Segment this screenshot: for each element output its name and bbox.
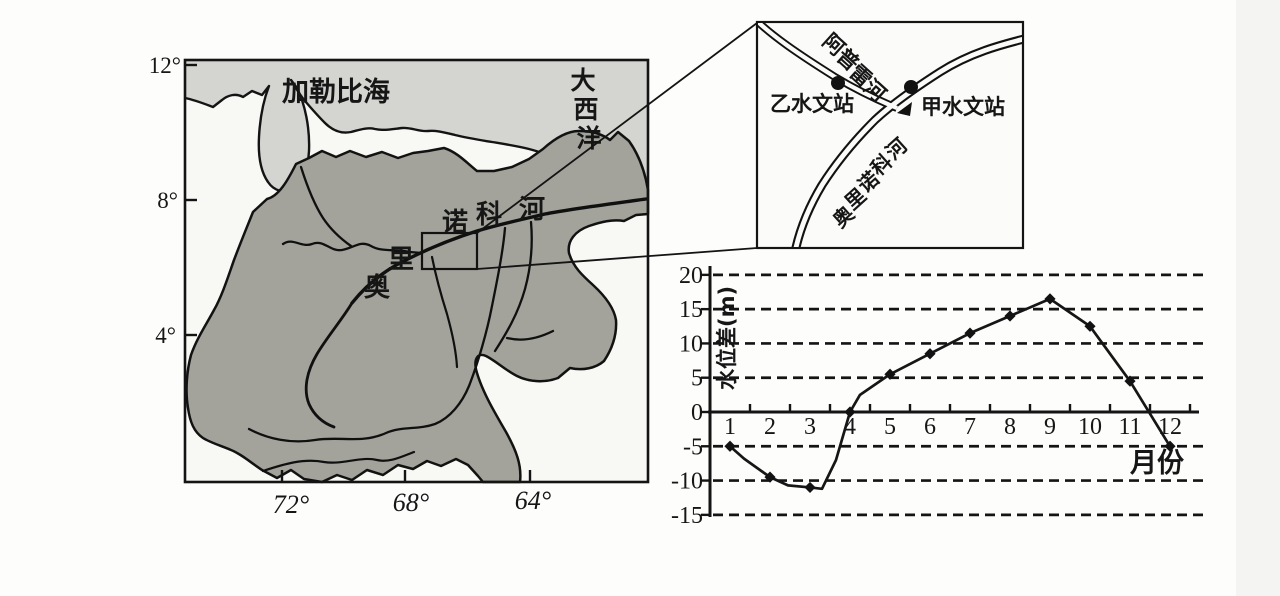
- data-point-month-12: [1164, 440, 1176, 452]
- month-label-2: 2: [764, 414, 776, 440]
- y-tick-label-15: 15: [679, 297, 703, 323]
- zoom-rectangle: [420, 231, 479, 271]
- y-tick-label-0: 0: [691, 400, 703, 426]
- station-jia-arrow-icon: [897, 102, 912, 116]
- atlantic-label-char2: 西: [573, 95, 598, 124]
- atlantic-label-char1: 大: [570, 66, 595, 95]
- chart-y-axis-labels: 20 15 10 5 0 -5 -10 -15: [671, 263, 703, 529]
- orinoco-label-char2: 里: [388, 245, 414, 275]
- chart-gridlines: [713, 273, 1204, 517]
- data-point-month-2: [764, 471, 776, 483]
- inset-map: 乙水文站 甲水文站 阿 普 雷 河 奥 里 诺 科 河: [755, 20, 1025, 250]
- month-label-12: 12: [1158, 414, 1182, 440]
- data-point-month-4: [844, 406, 856, 418]
- month-label-3: 3: [804, 414, 816, 440]
- connector-line-upper: [476, 22, 758, 234]
- y-tick-label--15: -15: [671, 503, 703, 529]
- latitude-label-4: 4°: [155, 323, 176, 348]
- data-point-month-6: [924, 348, 936, 360]
- y-tick-label-10: 10: [679, 331, 703, 357]
- connector-line-lower: [476, 247, 758, 270]
- data-point-month-8: [1004, 310, 1016, 322]
- longitude-label-64: 64°: [515, 486, 551, 515]
- y-tick-label-20: 20: [679, 263, 703, 289]
- chart-x-axis-title: 月份: [1129, 448, 1184, 479]
- caribbean-sea-label: 加勒比海: [282, 77, 390, 108]
- month-label-6: 6: [924, 414, 936, 440]
- eastern-tributary: [505, 329, 555, 341]
- station-jia-dot: [904, 80, 918, 94]
- data-point-month-10: [1084, 320, 1096, 332]
- map-frame: [183, 58, 650, 484]
- station-jia-label: 甲水文站: [921, 95, 1005, 119]
- orinoco-label-char3: 诺: [442, 208, 468, 238]
- month-label-5: 5: [884, 414, 896, 440]
- longitude-label-72: 72°: [273, 490, 309, 519]
- month-label-10: 10: [1078, 414, 1102, 440]
- orinoco-upper-course: [304, 301, 354, 429]
- chart-y-axis-title: 水位差(m): [715, 286, 739, 390]
- y-tick-label--5: -5: [683, 434, 703, 460]
- month-label-8: 8: [1004, 414, 1016, 440]
- orinoco-label-char5: 河: [519, 195, 545, 225]
- southern-tributary: [247, 226, 507, 443]
- station-yi-label: 乙水文站: [770, 92, 854, 116]
- longitude-label-68: 68°: [393, 488, 429, 517]
- water-level-line: [729, 297, 1172, 491]
- orinoco-label-char1: 奥: [364, 272, 391, 303]
- latitude-label-8: 8°: [157, 188, 178, 213]
- month-label-1: 1: [724, 414, 736, 440]
- month-label-9: 9: [1044, 414, 1056, 440]
- month-label-11: 11: [1118, 414, 1141, 440]
- coastline-and-lake: [184, 78, 649, 200]
- orinoco-label-char4: 科: [476, 200, 502, 230]
- chart-data-series: [724, 293, 1176, 494]
- short-tributary: [430, 255, 459, 369]
- data-point-month-5: [884, 368, 896, 380]
- northwest-tributary: [299, 165, 353, 248]
- basin-region: [185, 129, 650, 484]
- graticule-ticks: [185, 63, 532, 482]
- main-map: 12° 8° 4° 72° 68° 64° 加勒比海 大 西 洋 奥 里 诺 科…: [149, 53, 650, 519]
- month-label-7: 7: [964, 414, 976, 440]
- chart-month-labels: 1 2 3 4 5 6 7 8 9 10 11 12: [724, 414, 1182, 440]
- data-point-month-7: [964, 327, 976, 339]
- data-point-month-1: [724, 440, 736, 452]
- orinoco-main-river: [350, 197, 648, 305]
- south-edge-tributary: [261, 450, 416, 473]
- latitude-label-12: 12°: [149, 53, 181, 78]
- caroni-tributary: [493, 220, 533, 353]
- data-point-month-3: [804, 481, 816, 494]
- data-point-month-9: [1044, 293, 1056, 305]
- scan-artifact-shade: [1236, 0, 1280, 596]
- apure-tributary: [281, 240, 424, 255]
- y-tick-label-5: 5: [691, 366, 703, 392]
- inset-orinoco-channel: [793, 37, 1022, 247]
- station-yi-dot: [831, 76, 845, 90]
- y-tick-label--10: -10: [671, 469, 703, 495]
- data-point-month-11: [1124, 375, 1136, 387]
